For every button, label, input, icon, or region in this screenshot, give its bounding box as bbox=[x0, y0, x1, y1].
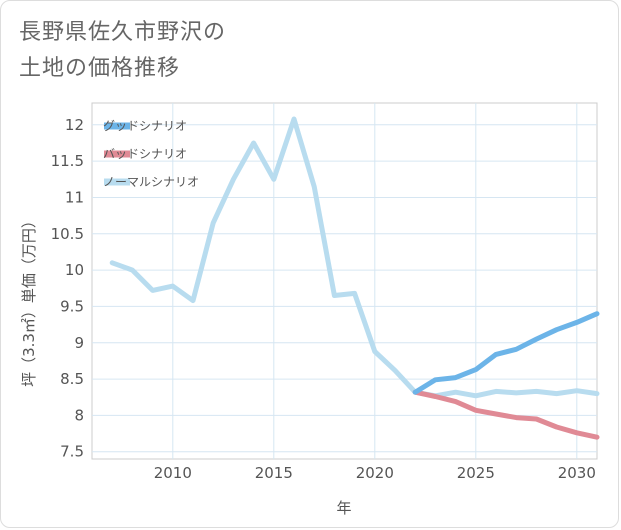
y-tick-label-0: 7.5 bbox=[60, 443, 84, 461]
chart-title-line-1: 長野県佐久市野沢の bbox=[19, 20, 227, 45]
tick-labels: 2010 2015 2020 2025 2030 7.5 8 8.5 9 9.5 10 10.5 11 1… bbox=[51, 116, 596, 482]
legend-label-0: グッドシナリオ bbox=[103, 119, 187, 133]
legend-label-1: バッドシナリオ bbox=[103, 147, 187, 161]
x-tick-label-1: 2015 bbox=[255, 464, 293, 482]
y-tick-label-9: 12 bbox=[65, 116, 84, 134]
chart-title: 長野県佐久市野沢の 土地の価格推移 bbox=[19, 15, 226, 87]
y-tick-label-4: 9.5 bbox=[60, 297, 84, 315]
series-line-0 bbox=[412, 311, 600, 395]
x-axis-label: 年 bbox=[336, 499, 351, 517]
x-tick-label-3: 2025 bbox=[457, 464, 495, 482]
y-axis-label: 坪（3.3㎡）単価（万円） bbox=[20, 213, 38, 387]
y-tick-label-2: 8.5 bbox=[60, 370, 84, 388]
chart-title-line-2: 土地の価格推移 bbox=[19, 56, 181, 81]
series-line-2 bbox=[109, 116, 600, 399]
y-tick-label-1: 8 bbox=[74, 406, 84, 424]
x-tick-label-2: 2020 bbox=[356, 464, 394, 482]
grid-lines bbox=[92, 103, 597, 459]
y-tick-label-6: 10.5 bbox=[51, 225, 84, 243]
y-tick-label-7: 11 bbox=[65, 188, 84, 206]
series-line-1 bbox=[412, 389, 600, 440]
series-lines bbox=[109, 116, 600, 440]
plot-area bbox=[91, 102, 598, 460]
x-tick-label-4: 2030 bbox=[558, 464, 596, 482]
legend-label-2: ノーマルシナリオ bbox=[103, 175, 199, 189]
y-tick-label-8: 11.5 bbox=[51, 152, 84, 170]
y-tick-label-5: 10 bbox=[65, 261, 84, 279]
x-tick-label-0: 2010 bbox=[154, 464, 192, 482]
y-tick-label-3: 9 bbox=[74, 334, 84, 352]
